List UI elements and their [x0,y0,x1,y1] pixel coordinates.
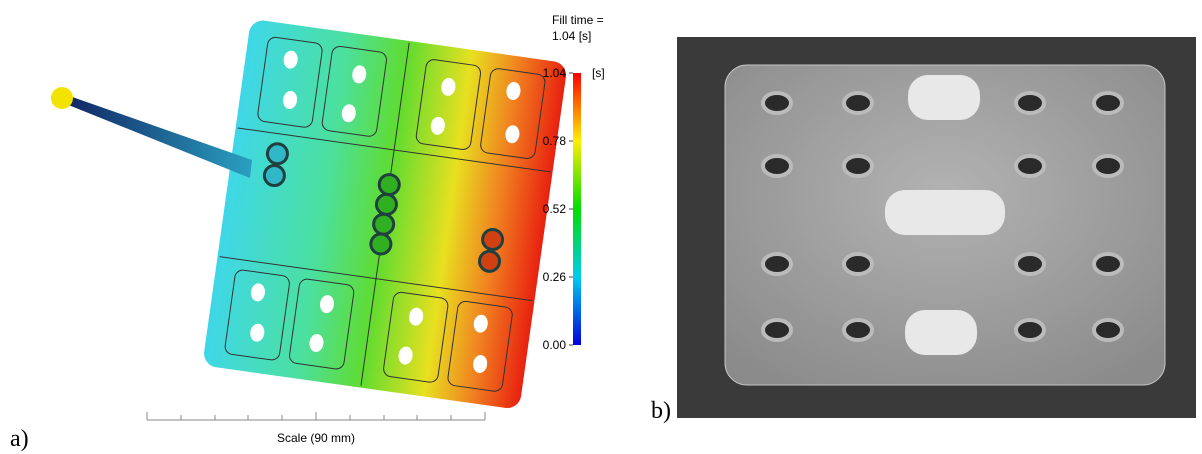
fill-time-label: Fill time = [552,13,604,27]
colorbar-tick-label: 0.00 [543,338,567,352]
scale-label: Scale (90 mm) [277,431,355,445]
colorbar-tick-label: 1.04 [543,66,567,80]
panel-label: a) [10,426,29,452]
colorbar-tick-label: 0.52 [543,202,567,216]
injection-point [51,87,73,109]
colorbar-tick-label: 0.26 [543,270,567,284]
figure: Fill time = 1.04 [s] [s] Scale (90 mm) a… [0,0,1202,454]
page: {"panel_a": {"label": "a)", "fill_time_l… [0,0,1202,454]
fill-time-value: 1.04 [s] [552,29,591,43]
scale-ruler [147,412,485,420]
panel-label: b) [651,398,671,424]
colorbar [573,73,581,345]
colorbar-tick-label: 0.78 [543,134,567,148]
sprue [58,92,252,178]
colorbar-unit: [s] [592,66,605,80]
simulation-image [51,19,568,410]
photo [677,37,1196,418]
